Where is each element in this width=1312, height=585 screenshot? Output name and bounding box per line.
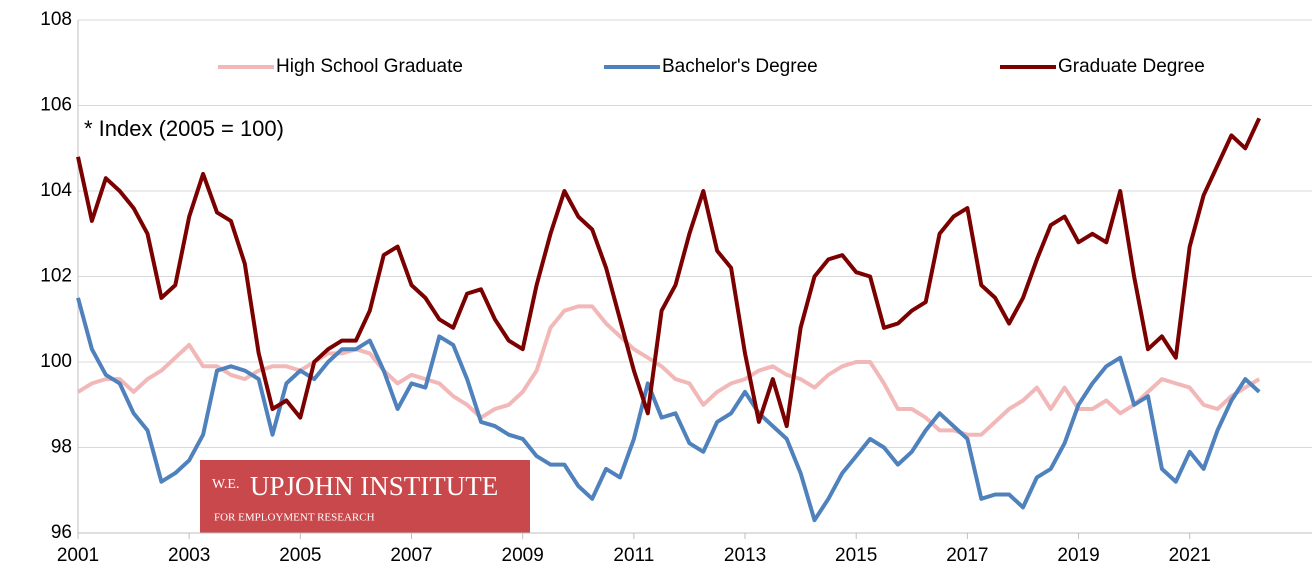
logo-subtitle: FOR EMPLOYMENT RESEARCH — [214, 512, 375, 524]
x-tick-label: 2005 — [279, 545, 321, 566]
x-tick-label: 2007 — [390, 545, 432, 566]
y-tick-label: 98 — [51, 437, 72, 458]
y-tick-label: 102 — [40, 266, 72, 287]
x-tick-label: 2011 — [613, 545, 654, 566]
x-tick-label: 2013 — [724, 545, 766, 566]
x-tick-label: 2015 — [835, 545, 877, 566]
x-tick-label: 2001 — [57, 545, 99, 566]
y-tick-label: 108 — [40, 9, 72, 30]
logo-box — [200, 460, 530, 533]
y-tick-label: 104 — [40, 180, 72, 201]
annotation: * Index (2005 = 100) — [84, 116, 284, 141]
series-line — [76, 297, 1261, 523]
legend-label: Graduate Degree — [1058, 56, 1205, 77]
x-tick-label: 2021 — [1169, 545, 1211, 566]
y-tick-label: 100 — [40, 351, 72, 372]
logo-prefix: W.E. — [212, 477, 239, 492]
series-line — [76, 117, 1262, 429]
legend-label: High School Graduate — [276, 56, 463, 77]
y-tick-label: 106 — [40, 95, 72, 116]
logo-title: UPJOHN INSTITUTE — [250, 471, 498, 501]
x-tick-label: 2003 — [168, 545, 210, 566]
y-tick-label: 96 — [51, 522, 72, 543]
legend-label: Bachelor's Degree — [662, 56, 818, 77]
x-tick-label: 2019 — [1057, 545, 1099, 566]
x-tick-label: 2017 — [946, 545, 988, 566]
series-line — [76, 304, 1261, 437]
x-tick-label: 2009 — [502, 545, 544, 566]
